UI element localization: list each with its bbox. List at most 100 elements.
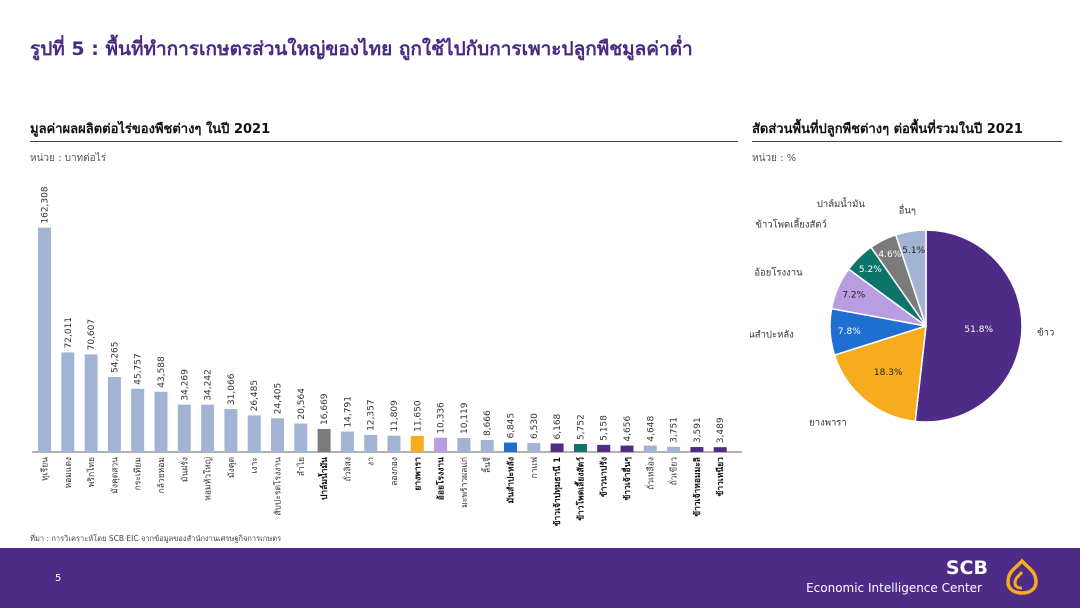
bar-category-label: ลำไย [296,457,307,476]
bar-value-label: 70,607 [87,319,97,351]
pie-value-label: 7.8% [838,327,861,337]
bar-category-label: งา [367,457,377,466]
bar-value-label: 31,066 [227,373,237,405]
bar [84,354,98,452]
bar-value-label: 72,011 [64,317,74,349]
bar-value-label: 10,336 [437,402,447,434]
bar-category-label: ถั่วเขียว [668,457,680,486]
bar [504,442,517,452]
bar-category-label: กล้วยหอม [156,457,167,493]
bar-value-label: 24,405 [274,383,284,415]
bar-value-label: 10,119 [460,402,470,434]
bar-category-label: ข้าวเจ้าหอมมะลิ [692,457,703,517]
bar-chart-unit: หน่วย : บาทต่อไร่ [30,153,107,164]
bar-value-label: 26,485 [250,380,260,412]
brand-name: SCB [945,557,988,579]
bar-category-label: มังคุด [227,457,237,478]
bar [667,446,681,452]
bar-category-label: หอมแดง [64,457,74,488]
bar-title-divider [30,141,738,142]
pie-chart-unit: หน่วย : % [752,153,797,164]
bar-value-label: 34,269 [180,369,190,401]
bar [434,437,448,452]
bar-value-label: 14,791 [343,396,353,428]
pie-slice [833,324,927,423]
bar-category-label: เงาะ [250,457,260,473]
bar [713,447,727,452]
pie-slice [894,229,927,327]
brand-subtitle: Economic Intelligence Center [806,581,982,595]
bar-category-label: ลิ้นจี่ [481,457,493,473]
bar-category-label: ถั่วเหลือง [644,457,656,490]
bar-category-label: ข้าวนาปรัง [599,457,610,497]
bar [224,409,238,452]
bar-value-label: 43,588 [157,356,167,388]
bar [643,445,657,452]
bar-value-label: 11,650 [413,400,423,432]
bar-value-label: 6,845 [507,413,517,439]
bar-category-label: ลองกอง [390,457,400,486]
pie-category-label: มันสำปะหลัง [750,329,794,340]
bar-category-label: ปาล์มน้ำมัน [317,457,330,500]
bar-chart-title: มูลค่าผลผลิตต่อไร่ของพืชต่างๆ ในปี 2021 [30,122,271,137]
pie-category-label: ปาล์มน้ำมัน [817,197,866,210]
bar [573,444,587,452]
page-number: 5 [55,573,62,584]
bar [247,415,261,452]
pie-value-label: 4.6% [878,250,901,260]
bar-value-label: 45,757 [134,353,144,385]
bar-category-label: ข้าวเจ้าปทุมธานี 1 [552,457,563,526]
pie-chart-title: สัดส่วนพื้นที่ปลูกพืชต่างๆ ต่อพื้นที่รวม… [752,122,1023,137]
bar-value-label: 16,669 [320,393,330,425]
bar-value-label: 20,564 [297,388,307,420]
bar-category-label: อ้อยโรงงาน [436,457,447,500]
pie-slice [914,229,1023,423]
bar-value-label: 8,666 [483,410,493,436]
bar [480,440,494,452]
bar [107,376,121,452]
bar-category-label: ถั่วลิสง [341,457,353,481]
bar [154,391,168,452]
bar-value-label: 4,648 [646,416,656,442]
pie-category-label: ข้าวโพดเลี้ยงสัตว์ [756,217,827,230]
bar [317,428,331,452]
bar-category-label: กาแฟ [530,457,540,478]
pie-category-label: ยางพารา [809,417,847,428]
bar [550,443,564,452]
bar [410,435,424,452]
pie-category-label: อื่นๆ [898,203,916,216]
bar-value-label: 34,242 [204,369,214,401]
bar-category-label: ยางพารา [413,457,423,491]
bar-category-label: กระเทียม [133,457,144,490]
bar-category-label: มันฝรั่ง [178,457,190,482]
footer-bar: 5 SCB Economic Intelligence Center [0,548,1080,608]
pie-value-label: 7.2% [842,291,865,301]
bar-value-label: 5,158 [600,415,610,441]
pie-category-label: อ้อยโรงงาน [754,267,803,279]
pie-category-label: ข้าว [1037,327,1054,338]
bar-value-label: 3,489 [716,417,726,443]
bar-category-label: ข้าวโพดเลี้ยงสัตว์ [573,457,586,521]
bar-category-label: ข้าวเจ้าอื่นๆ [620,457,633,501]
bar-value-label: 12,357 [367,399,377,431]
bar-category-label: มะพร้าวผลแก่ [459,457,470,508]
bar [690,447,704,452]
bar-chart: 162,308 ทุเรียน 72,011 หอมแดง 70,607 พริกไทย 5… [32,186,742,526]
bar-value-label: 6,168 [553,413,563,439]
bar-category-label: ทุเรียน [40,457,51,481]
bar [527,442,541,452]
bar-value-label: 11,809 [390,400,400,432]
pie-chart: 51.8% ข้าว 18.3% ยางพารา 7.8% มันสำปะหลัง 7.2%… [750,197,1054,428]
bar [387,435,401,452]
pie-value-label: 5.1% [902,246,925,256]
pie-value-label: 51.8% [964,325,993,335]
bar [364,434,378,452]
bar [201,404,215,452]
source-note: ที่มา : การวิเคราะห์โดย SCB EIC จากข้อมู… [30,534,282,543]
bar-value-label: 54,265 [110,341,120,373]
bar-value-label: 6,530 [530,413,540,439]
bar [61,352,75,452]
bar [620,445,634,452]
bar [271,418,284,452]
bar [597,444,611,452]
